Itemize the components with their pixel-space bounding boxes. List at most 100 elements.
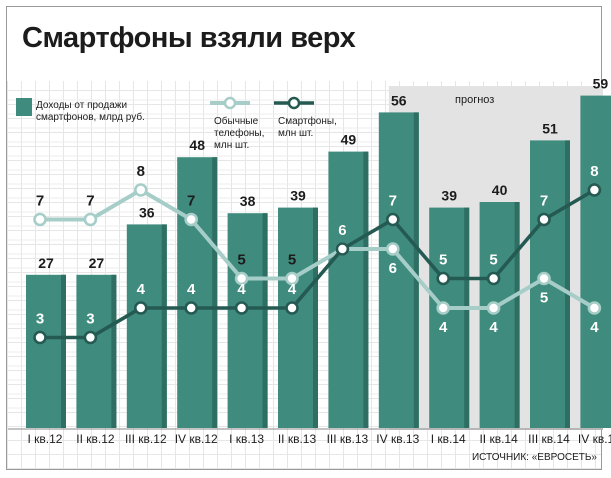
smartphones-point [134,301,148,315]
legend-revenue-swatch [16,98,32,116]
smartphones-value-label: 3 [36,311,44,328]
regular-phones-value-label: 4 [439,319,448,336]
smartphones-point [285,301,299,315]
revenue-bar [429,207,470,428]
smartphones-value-label: 7 [389,193,397,210]
smartphones-value-label: 6 [338,222,346,239]
regular-phones-point [134,183,148,197]
revenue-bar-edge [565,140,570,428]
x-tick-label: I кв.13 [229,432,264,446]
regular-phones-line [40,188,596,310]
revenue-bar-edge [464,207,470,428]
revenue-value-label: 59 [593,76,609,92]
smartphones-point [537,212,551,227]
regular-phones-value-label: 6 [338,222,346,239]
regular-phones-value-label: 5 [288,252,296,269]
x-tick-label: III кв.13 [327,432,369,446]
smartphones-point [436,271,451,286]
regular-phones-point [385,242,400,256]
x-tick-label: II кв.14 [479,432,518,446]
regular-phones-point [587,301,602,315]
x-tick-label: IV кв.14 [578,432,611,446]
revenue-bar-edge [363,151,369,428]
revenue-bar-edge [313,207,318,428]
regular-phones-point [83,212,98,227]
revenue-value-label: 56 [391,92,407,108]
regular-phones-value-label: 8 [137,163,145,180]
source-note: ИСТОЧНИК: «ЕВРОСЕТЬ» [471,452,597,463]
regular-phones-point [537,271,551,286]
revenue-bar-edge [212,157,218,428]
revenue-value-label: 48 [189,137,205,153]
revenue-bar [328,151,369,428]
x-tick-label: III кв.14 [528,432,570,446]
revenue-value-label: 27 [38,255,54,271]
revenue-bar-edge [161,224,167,428]
revenue-bar [26,274,66,428]
smartphones-value-label: 8 [590,163,598,180]
regular-phones-value-label: 4 [590,319,599,336]
regular-phones-value-label: 7 [36,193,44,210]
smartphones-value-label: 4 [137,281,146,298]
legend-smart-label: Смартфоны, млн шт. [278,116,337,139]
smartphones-line [40,188,596,340]
smartphones-value-label: 4 [187,281,196,298]
revenue-bar [479,202,520,428]
regular-phones-point [486,301,501,315]
smartphones-point [486,271,501,286]
x-tick-label: I кв.14 [431,432,466,446]
revenue-bar [278,207,318,428]
revenue-value-label: 51 [542,120,558,136]
legend-regular-label: Обычные телефоны, млн шт. [214,116,265,151]
regular-phones-point [33,212,47,227]
x-tick-label: II кв.12 [76,432,115,446]
regular-phones-value-label: 5 [237,252,245,269]
revenue-bar [177,157,218,428]
smartphones-value-label: 4 [237,281,246,298]
legend-smart-marker [287,96,301,110]
smartphones-point [184,301,198,315]
chart-title: Смартфоны взяли верх [22,22,356,54]
regular-phones-point [234,271,249,286]
forecast-label: прогноз [455,94,495,106]
legend-revenue-label: Доходы от продажи смартфонов, млрд руб. [36,100,145,123]
regular-phones-value-label: 7 [187,193,195,210]
revenue-value-label: 38 [240,193,256,209]
revenue-value-label: 39 [290,188,306,204]
smartphones-point [83,330,98,345]
x-tick-label: II кв.13 [278,432,317,446]
x-tick-label: III кв.12 [125,432,167,446]
title-band [7,7,601,81]
revenue-bar-edge [262,213,268,428]
revenue-value-label: 40 [492,182,508,198]
smartphones-point [33,330,47,345]
smartphones-value-label: 5 [489,252,497,269]
smartphones-value-label: 5 [439,252,447,269]
smartphones-point [335,242,350,256]
regular-phones-point [436,301,451,315]
smartphones-point [234,301,249,315]
revenue-bar [227,213,268,428]
revenue-value-label: 39 [441,188,457,204]
smartphones-value-label: 3 [86,311,94,328]
regular-phones-value-label: 6 [389,260,397,277]
smartphones-point [385,212,400,227]
regular-phones-point [184,212,198,227]
revenue-bar-edge [111,274,117,428]
revenue-value-label: 49 [341,132,357,148]
revenue-bar [580,95,611,428]
revenue-bar-edge [514,202,520,428]
x-tick-label: I кв.12 [28,432,63,446]
revenue-bar [126,224,167,428]
revenue-bar [76,274,117,428]
x-tick-label: IV кв.12 [175,432,218,446]
smartphones-value-label: 4 [288,281,297,298]
regular-phones-value-label: 7 [86,193,94,210]
smartphones-value-label: 7 [540,193,548,210]
x-tick-label: IV кв.13 [376,432,419,446]
regular-phones-value-label: 4 [489,319,498,336]
revenue-bar-edge [61,274,66,428]
revenue-value-label: 27 [89,255,105,271]
revenue-value-label: 36 [139,204,155,220]
